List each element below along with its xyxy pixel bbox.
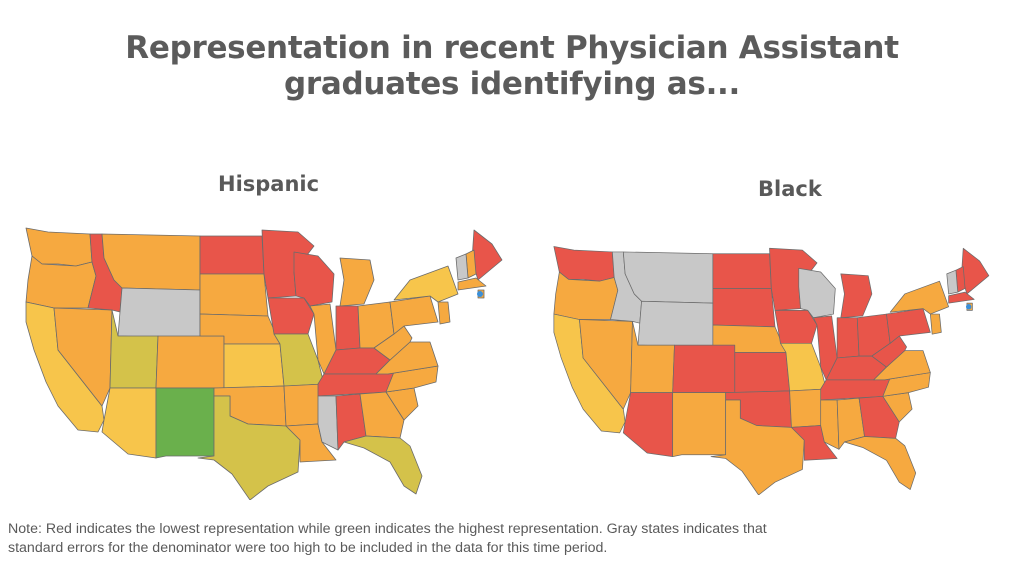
state-co [155,335,225,389]
state-fl [844,436,917,490]
state-sd [712,288,776,328]
ri-marker [965,304,972,310]
state-ny [889,280,949,315]
ri-marker [477,291,483,297]
state-az [101,387,157,459]
state-fl [343,435,423,495]
note-text: Note: Red indicates the lowest represent… [8,520,1018,558]
state-vt [455,253,469,281]
state-tx [197,395,301,500]
state-mt [622,251,714,304]
state-wy [117,287,201,339]
black-map-heading: Black [758,177,822,201]
state-me [471,229,503,281]
state-pa [389,295,439,335]
state-me [961,247,990,295]
state-mi [339,257,375,307]
hispanic-us-map [25,227,503,500]
state-ks [734,352,790,394]
state-ma [948,291,975,304]
state-nm [155,387,215,459]
title-line-1: Representation in recent Physician Assis… [125,30,899,66]
state-nm [672,392,727,457]
hispanic-map-heading: Hispanic [218,172,320,196]
note-line-1: Note: Red indicates the lowest represent… [8,521,767,537]
page-title: Representation in recent Physician Assis… [0,30,1024,102]
state-nd [712,253,772,289]
state-ny [393,265,459,303]
state-nd [199,235,265,275]
state-ma [457,277,487,291]
state-sd [199,273,269,317]
state-in [335,305,361,351]
state-mt [101,233,201,291]
state-mi [840,273,873,319]
state-in [836,317,860,359]
title-line-2: graduates identifying as... [284,66,740,102]
state-nv [579,319,633,410]
state-tx [710,399,805,495]
state-ms [820,399,840,450]
state-nj [437,301,451,325]
state-co [672,344,736,394]
state-wy [637,300,714,348]
state-ia [774,310,818,344]
note-line-2: standard errors for the denominator were… [8,540,608,556]
state-ia [267,297,315,335]
state-pa [886,308,931,344]
state-az [622,392,674,457]
state-vt [946,269,959,295]
state-ks [223,343,285,389]
state-nj [929,313,942,335]
state-ms [317,395,339,451]
state-nv [53,307,113,407]
black-us-map [553,246,990,495]
